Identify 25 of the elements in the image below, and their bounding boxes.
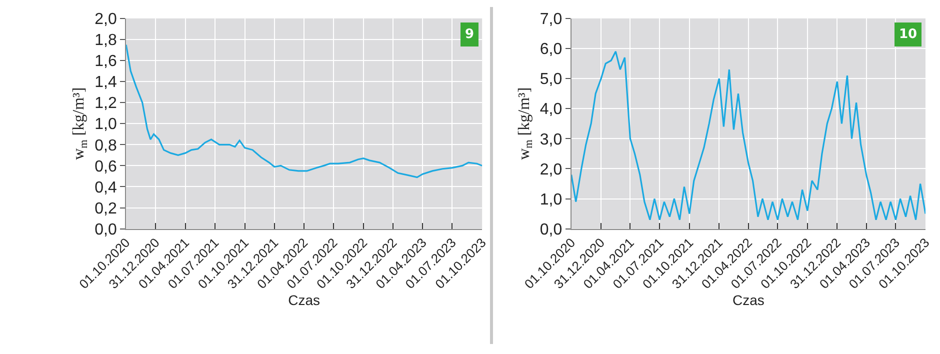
annotation: 10 xyxy=(899,27,918,42)
y-tick-label: 0,0 xyxy=(94,221,117,238)
annotation: 9 xyxy=(465,27,474,42)
y-tick-label: 4,0 xyxy=(540,101,562,118)
y-tick-label: 0,0 xyxy=(540,221,562,238)
line-series xyxy=(571,50,926,221)
y-tick-label: 6,0 xyxy=(540,41,562,58)
line-series xyxy=(126,44,482,178)
y-tick-label: 5,0 xyxy=(540,71,562,88)
y-tick-label: 1,6 xyxy=(94,53,117,70)
y-tick-label: 3,0 xyxy=(540,131,562,148)
y-tick-label: 1,0 xyxy=(540,191,562,208)
y-tick-label: 1,4 xyxy=(94,74,117,92)
y-tick-label: 7,0 xyxy=(540,11,562,28)
y-tick-label: 1,0 xyxy=(94,116,117,134)
y-tick-label: 0,8 xyxy=(94,137,117,154)
y-tick-label: 0,6 xyxy=(94,158,117,176)
y-tick-label: 0,4 xyxy=(94,179,117,196)
y-tick-label: 1,2 xyxy=(94,95,117,112)
y-tick-label: 2,0 xyxy=(94,11,117,28)
y-tick-label: 2,0 xyxy=(540,161,562,178)
x-axis-title: Czas xyxy=(288,292,320,308)
y-tick-label: 1,8 xyxy=(94,32,117,50)
x-axis-title: Czas xyxy=(732,292,764,308)
y-tick-label: 0,2 xyxy=(94,200,117,218)
